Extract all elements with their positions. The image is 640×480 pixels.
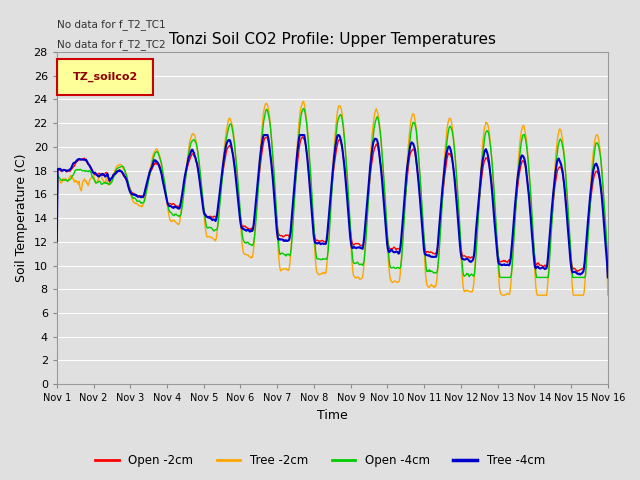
Y-axis label: Soil Temperature (C): Soil Temperature (C) — [15, 154, 28, 282]
Text: TZ_soilco2: TZ_soilco2 — [73, 72, 138, 82]
FancyBboxPatch shape — [57, 59, 153, 95]
Title: Tonzi Soil CO2 Profile: Upper Temperatures: Tonzi Soil CO2 Profile: Upper Temperatur… — [169, 32, 496, 47]
Text: No data for f_T2_TC2: No data for f_T2_TC2 — [57, 39, 166, 49]
Legend: Open -2cm, Tree -2cm, Open -4cm, Tree -4cm: Open -2cm, Tree -2cm, Open -4cm, Tree -4… — [90, 449, 550, 472]
X-axis label: Time: Time — [317, 409, 348, 422]
Text: No data for f_T2_TC1: No data for f_T2_TC1 — [57, 19, 166, 30]
